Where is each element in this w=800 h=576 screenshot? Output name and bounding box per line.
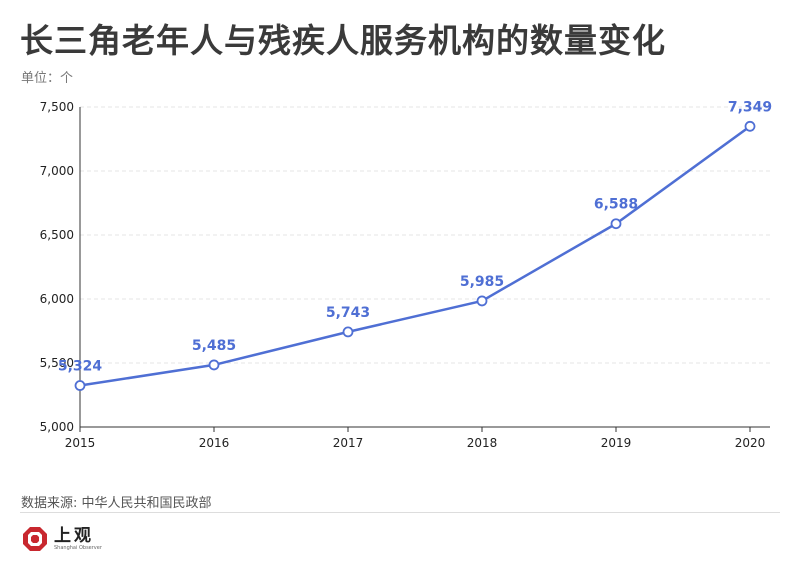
logo-icon <box>23 527 47 551</box>
data-point <box>610 218 622 230</box>
data-label: 5,324 <box>58 359 103 375</box>
y-tick-label: 7,000 <box>40 164 74 178</box>
data-label: 5,743 <box>326 305 370 321</box>
chart-title: 长三角老年人与残疾人服务机构的数量变化 <box>20 21 666 60</box>
source-note: 数据来源: 中华人民共和国民政部 <box>21 496 212 511</box>
data-label: 5,485 <box>192 338 236 354</box>
x-tick-label: 2016 <box>199 436 230 450</box>
data-label: 6,588 <box>594 197 638 213</box>
x-tick-label: 2019 <box>601 436 632 450</box>
y-tick-label: 5,500 <box>40 356 74 370</box>
x-tick-label: 2020 <box>735 436 766 450</box>
data-label: 5,985 <box>460 274 504 290</box>
unit-label: 单位：个 <box>21 71 74 86</box>
x-tick-label: 2018 <box>467 436 498 450</box>
shanghai-observer-logo[interactable]: 上观 Shanghai Observer <box>22 526 102 552</box>
line-chart: 5,000 5,500 6,000 6,500 7,000 7,500 2015 2016 20… <box>40 99 773 450</box>
data-label: 7,349 <box>728 99 772 115</box>
y-tick-label: 6,000 <box>40 292 74 306</box>
y-tick-label: 7,500 <box>40 100 74 114</box>
logo-subtitle: Shanghai Observer <box>54 544 102 551</box>
data-point <box>208 359 220 371</box>
data-point <box>476 295 488 307</box>
series-line <box>79 125 751 387</box>
footer-divider <box>20 512 780 513</box>
x-tick-label: 2015 <box>65 436 96 450</box>
y-tick-label: 5,000 <box>40 420 74 434</box>
logo-wordmark: 上观 <box>54 525 94 546</box>
y-tick-label: 6,500 <box>40 228 74 242</box>
data-point <box>74 380 86 391</box>
data-point <box>744 120 756 132</box>
data-point <box>342 326 354 338</box>
x-tick-label: 2017 <box>333 436 364 450</box>
